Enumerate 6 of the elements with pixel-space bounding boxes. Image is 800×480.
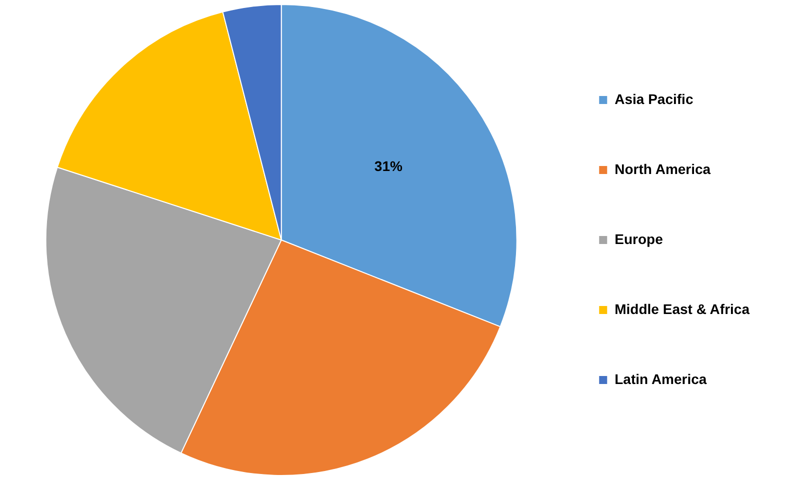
legend-label: Asia Pacific [614,90,694,107]
legend-label: North America [614,160,711,177]
legend-label: Latin America [614,370,707,387]
legend-label: Europe [614,230,664,247]
data-label: 31% [374,158,403,174]
legend-label: Middle East & Africa [614,300,750,317]
